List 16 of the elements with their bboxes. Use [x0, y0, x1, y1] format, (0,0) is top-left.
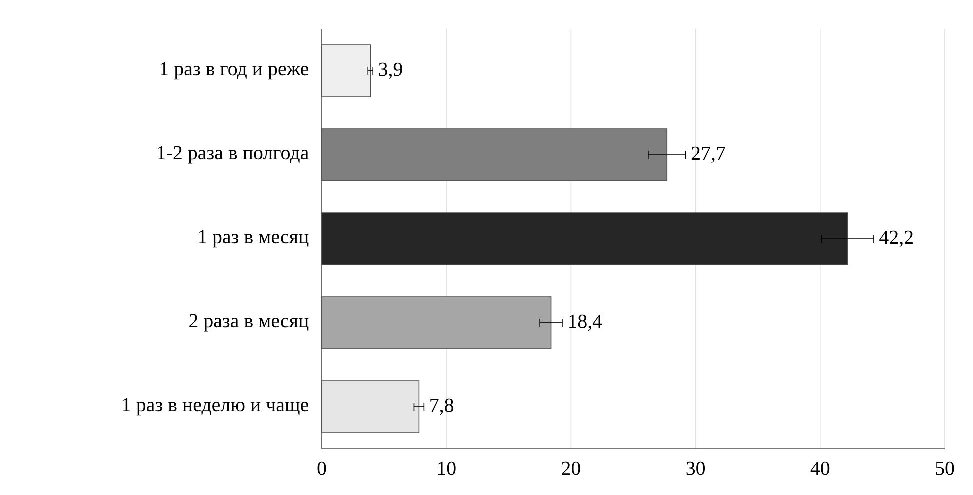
data-label: 42,2 — [880, 230, 913, 248]
x-tick-label: 30 — [686, 462, 706, 476]
x-tick-label: 40 — [810, 462, 830, 476]
x-tick-label: 0 — [318, 462, 326, 476]
y-tick-label: 1 раз в месяц — [199, 230, 309, 248]
x-tick-label: 10 — [438, 462, 456, 476]
y-tick-label: 1 раз в неделю и чаще — [123, 398, 308, 416]
data-label: 18,4 — [569, 314, 602, 332]
x-tick-label: 50 — [936, 462, 954, 476]
data-label: 3,9 — [379, 62, 402, 80]
y-tick-label: 2 раза в месяц — [190, 314, 309, 332]
y-tick-label: 1-2 раза в полгода — [158, 146, 309, 164]
y-tick-label: 1 раз в год и реже — [160, 62, 308, 80]
data-label: 7,8 — [430, 398, 454, 416]
x-tick-label: 20 — [562, 462, 580, 476]
data-label: 27,7 — [692, 146, 726, 164]
